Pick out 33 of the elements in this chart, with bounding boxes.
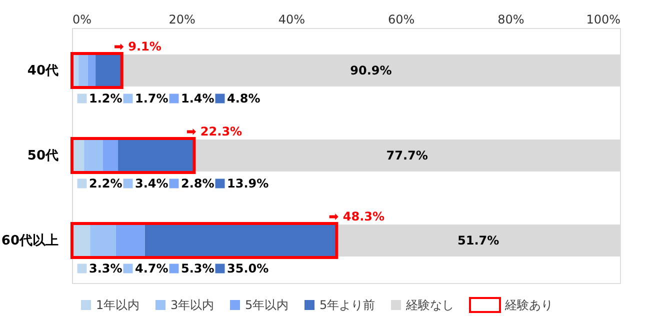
annotation: 3.3% bbox=[89, 262, 122, 276]
y-tick-label: 40代 bbox=[27, 64, 58, 78]
legend-label: 1年以内 bbox=[96, 298, 140, 312]
annotation: 1.2% bbox=[89, 92, 122, 106]
x-tick-label: 80% bbox=[498, 12, 524, 26]
data-label: ➡ 9.1% bbox=[114, 40, 162, 54]
x-tick-label: 0% bbox=[72, 12, 92, 26]
legend-label: 5年より前 bbox=[320, 298, 376, 312]
data-label: 90.9% bbox=[350, 64, 392, 78]
data-label: 51.7% bbox=[458, 234, 500, 248]
annotation: 4.8% bbox=[227, 92, 260, 106]
x-tick-label: 40% bbox=[278, 12, 306, 26]
x-tick-label: 60% bbox=[388, 12, 415, 26]
legend-label: 5年以内 bbox=[245, 298, 289, 312]
data-label: 77.7% bbox=[386, 148, 428, 162]
data-label: ➡ 48.3% bbox=[328, 210, 385, 224]
legend-label: 経験あり bbox=[504, 298, 553, 312]
annotation: 2.2% bbox=[89, 176, 122, 190]
annotation: 1.4% bbox=[181, 92, 214, 106]
annotation: 5.3% bbox=[181, 262, 214, 276]
annotation: 35.0% bbox=[227, 262, 269, 276]
annotation: 13.9% bbox=[227, 176, 269, 190]
annotation: 2.8% bbox=[181, 176, 214, 190]
annotation: 4.7% bbox=[135, 262, 168, 276]
data-label: ➡ 22.3% bbox=[186, 124, 242, 138]
legend-label: 経験なし bbox=[405, 298, 454, 312]
annotation: 1.7% bbox=[135, 92, 168, 106]
x-tick-label: 100% bbox=[586, 12, 620, 26]
x-tick-label: 20% bbox=[168, 12, 196, 26]
y-tick-label: 50代 bbox=[27, 148, 58, 164]
legend-label: 3年以内 bbox=[170, 298, 214, 312]
y-tick-label: 60代以上 bbox=[1, 234, 58, 248]
annotation: 3.4% bbox=[135, 176, 168, 190]
